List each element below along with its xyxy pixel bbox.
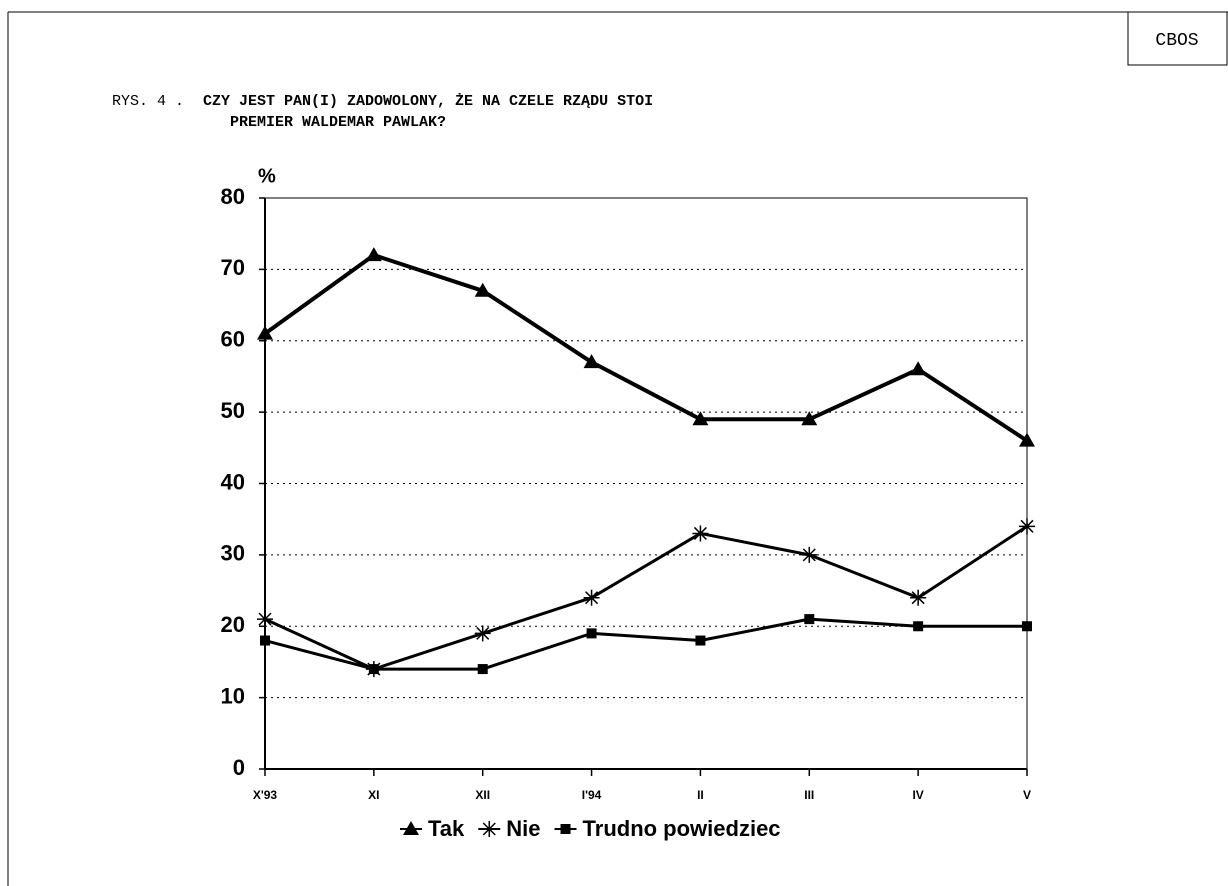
source-box — [1127, 11, 1228, 66]
series-line — [264, 617, 1027, 671]
y-tick-label: 40 — [221, 469, 245, 494]
x-tick-label: III — [804, 788, 814, 802]
marker-triangle — [474, 282, 491, 297]
marker-triangle — [257, 325, 273, 340]
chart-title: PREMIER WALDEMAR PAWLAK? — [230, 114, 446, 131]
y-tick-label: 50 — [221, 398, 245, 423]
marker-triangle — [1019, 432, 1035, 447]
y-axis-label: % — [258, 165, 276, 187]
marker-triangle — [910, 361, 927, 376]
legend-label: Tak — [428, 816, 465, 841]
marker-asterisk — [474, 625, 491, 642]
marker-triangle — [801, 411, 818, 426]
marker-square — [913, 621, 924, 632]
chart-title: CZY JEST PAN(I) ZADOWOLONY, ŻE NA CZELE … — [203, 93, 653, 110]
marker-asterisk — [801, 546, 818, 563]
legend-label: Nie — [506, 816, 540, 841]
x-tick-label: XII — [475, 788, 490, 802]
marker-triangle — [692, 411, 709, 426]
y-tick-label: 80 — [221, 184, 245, 209]
marker-square — [804, 614, 815, 625]
y-tick-label: 60 — [221, 327, 245, 352]
y-tick-label: 30 — [221, 541, 245, 566]
x-tick-label: V — [1023, 788, 1031, 802]
marker-asterisk — [692, 525, 709, 542]
x-tick-label: IV — [912, 788, 923, 802]
marker-triangle — [365, 247, 382, 262]
y-tick-label: 70 — [221, 255, 245, 280]
marker-square — [368, 664, 379, 675]
y-tick-label: 20 — [221, 612, 245, 637]
figure-label: RYS. 4 . — [112, 93, 184, 110]
marker-asterisk — [1019, 518, 1035, 535]
x-tick-label: II — [697, 788, 704, 802]
marker-square — [560, 824, 571, 834]
x-tick-label: XI — [368, 788, 379, 802]
marker-asterisk — [910, 589, 927, 606]
marker-square — [1022, 621, 1032, 632]
marker-asterisk — [257, 611, 273, 628]
legend: Tak Nie Trudno powiedziec — [400, 816, 781, 841]
marker-triangle — [403, 821, 419, 835]
marker-square — [260, 635, 270, 646]
marker-asterisk — [481, 821, 498, 837]
y-tick-label: 10 — [221, 683, 245, 708]
x-tick-label: I'94 — [582, 788, 602, 802]
marker-square — [695, 635, 706, 646]
series-line — [264, 525, 1028, 671]
marker-triangle — [583, 354, 600, 369]
series-line — [263, 253, 1029, 443]
legend-label: Trudno powiedziec — [583, 816, 781, 841]
source: CBOS — [1155, 31, 1198, 51]
marker-asterisk — [583, 589, 600, 606]
x-tick-label: X'93 — [253, 788, 278, 802]
marker-square — [477, 664, 488, 675]
marker-square — [586, 628, 597, 639]
y-tick-label: 0 — [233, 755, 245, 780]
